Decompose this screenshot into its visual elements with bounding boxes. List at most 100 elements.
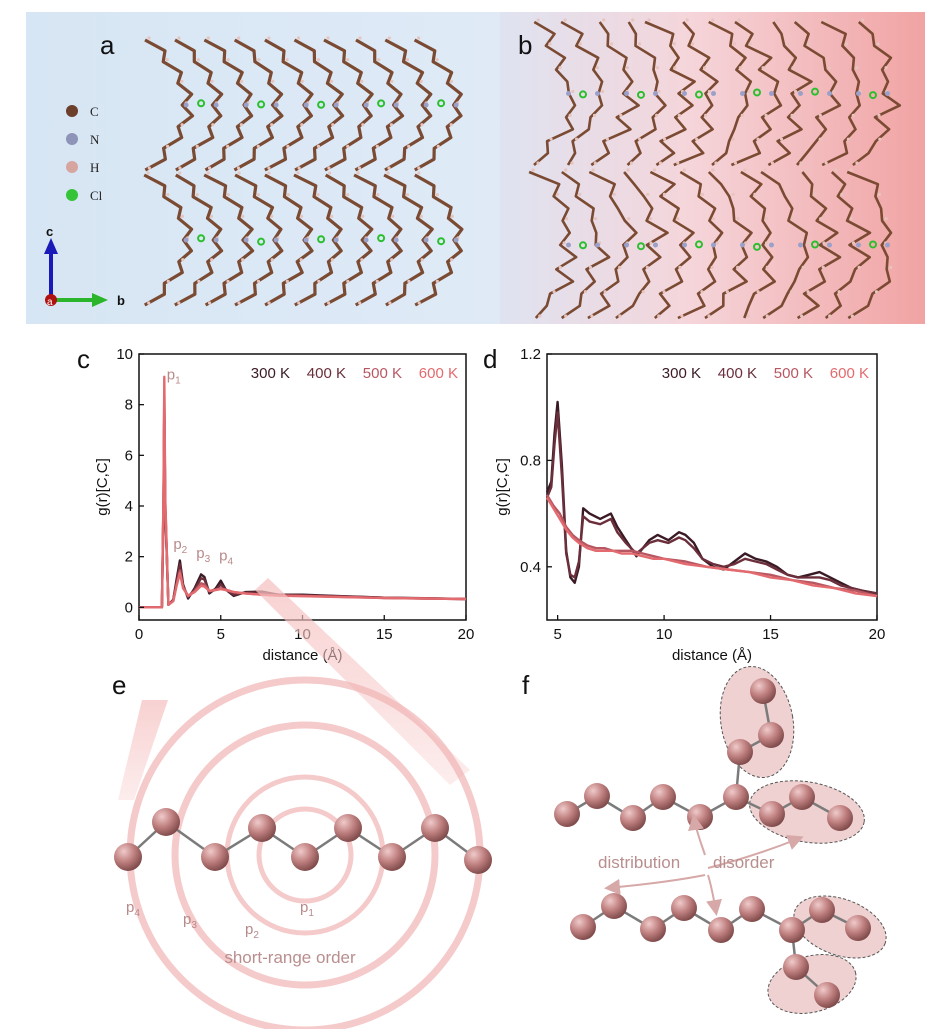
hydrogen-atom: [571, 89, 575, 94]
alkyl-chain: [323, 173, 374, 307]
hydrogen-atom: [753, 192, 757, 196]
hydrogen-atom: [673, 66, 677, 70]
zoom-beam-right: [255, 578, 470, 785]
hydrogen-atom: [555, 192, 560, 196]
alkyl-chain: [673, 21, 719, 167]
chart-d-legend-600k: 600 K: [830, 365, 869, 382]
hydrogen-atom: [346, 193, 350, 197]
hydrogen-atom: [239, 123, 243, 127]
shell-labels: p4 p3 p2 p1: [126, 899, 314, 941]
hydrogen-atom: [405, 193, 410, 197]
hydrogen-atom: [652, 168, 656, 172]
hydrogen-atom: [197, 279, 201, 283]
shell-label-p3: p3: [183, 911, 197, 931]
hydrogen-atom: [256, 144, 260, 148]
carbon-atom: [814, 982, 840, 1008]
alkyl-chain: [174, 173, 224, 307]
nitrogen-atom: [566, 91, 571, 96]
hydrogen-atom: [389, 123, 394, 127]
hydrogen-atom: [180, 79, 184, 83]
hydrogen-atom: [286, 144, 290, 148]
hydrogen-atom: [146, 171, 150, 175]
hydrogen-atom: [701, 192, 705, 196]
chart-c: 051015200246810distance (Å)g(r)[C,C]600 …: [94, 346, 474, 664]
hydrogen-atom: [417, 171, 421, 175]
hydrogen-atom: [627, 217, 631, 221]
hydrogen-atom: [646, 192, 650, 196]
hydrogen-atom: [884, 217, 888, 221]
hydrogen-atom: [419, 79, 423, 83]
hydrogen-atom: [743, 168, 747, 172]
hydrogen-atom: [657, 89, 661, 94]
chlorine-atom: [197, 99, 206, 108]
hydrogen-atom: [177, 301, 181, 305]
hydrogen-atom: [710, 265, 714, 269]
hydrogen-atom: [267, 171, 271, 175]
nitrogen-atom: [740, 242, 745, 248]
legend-item-carbon: C: [66, 104, 99, 119]
hydrogen-atom: [326, 36, 330, 40]
hydrogen-atom: [791, 66, 795, 70]
alkyl-chain: [203, 173, 255, 307]
nitrogen-atom: [653, 242, 658, 248]
hydrogen-atom: [714, 161, 718, 165]
hydrogen-atom: [631, 18, 635, 22]
hydrogen-atom: [655, 113, 659, 117]
shell-ring-p1: [256, 806, 354, 904]
legend-item-chlorine: Cl: [66, 188, 103, 203]
panel-a-crystal-structure: [143, 36, 464, 307]
hydrogen-atom: [360, 258, 364, 262]
chain-bonds: [734, 690, 773, 798]
hydrogen-atom: [806, 241, 810, 245]
chart-c-y-tick-label: 4: [125, 498, 133, 515]
a-axis-dot: [45, 294, 57, 306]
hydrogen-atom: [821, 265, 825, 269]
panel-f: f distribution disorder: [522, 665, 887, 1014]
shell-label-p1: p1: [300, 899, 314, 919]
hydrogen-atom: [789, 290, 794, 294]
carbon-atom: [334, 814, 362, 842]
nitrogen-atom: [213, 237, 219, 243]
hydrogen-atom: [800, 314, 804, 318]
hydrogen-atom: [846, 137, 850, 141]
chart-d-legend-300k: 300 K: [662, 365, 701, 382]
carbon-atom: [727, 739, 753, 765]
carbon-atom: [845, 915, 871, 941]
hydrogen-atom: [450, 258, 454, 262]
nitrogen-atom: [624, 91, 629, 96]
hydrogen-atom: [391, 214, 395, 218]
chart-d-x-axis-label: distance (Å): [672, 647, 752, 664]
hydrogen-atom: [790, 217, 795, 221]
nitrogen-atom: [798, 242, 803, 248]
alkyl-chain: [649, 170, 695, 319]
hydrogen-atom: [390, 258, 394, 262]
hydrogen-atom: [388, 301, 392, 305]
hydrogen-atom: [790, 113, 794, 117]
nitrogen-atom: [711, 91, 716, 96]
hydrogen-atom: [822, 241, 826, 245]
nitrogen-atom: [885, 242, 890, 248]
nitrogen-atom: [183, 102, 189, 108]
nitrogen-atom: [653, 91, 658, 96]
hydrogen-atom: [736, 217, 740, 221]
hydrogen-atom: [703, 66, 707, 70]
nitrogen-atom: [885, 91, 890, 96]
hydrogen-atom: [196, 58, 200, 62]
a-axis-label: a: [47, 297, 53, 308]
carbon-atom: [723, 784, 749, 810]
hydrogen-atom: [731, 137, 735, 141]
chlorine-atom: [869, 240, 877, 249]
hydrogen-atom: [564, 314, 568, 318]
hydrogen-atom: [799, 161, 803, 165]
alkyl-chain: [323, 38, 374, 172]
hydrogen-atom: [558, 66, 562, 70]
alkyl-chain: [730, 20, 783, 167]
hydrogen-atom: [746, 314, 750, 318]
hydrogen-atom: [297, 166, 301, 170]
legend-label-c: C: [90, 104, 99, 119]
hydrogen-atom: [538, 314, 542, 318]
hydrogen-atom-icon: [66, 161, 78, 173]
chart-c-legend-400k: 400 K: [307, 365, 346, 382]
hydrogen-atom: [647, 18, 651, 22]
hydrogen-atom: [592, 113, 597, 117]
